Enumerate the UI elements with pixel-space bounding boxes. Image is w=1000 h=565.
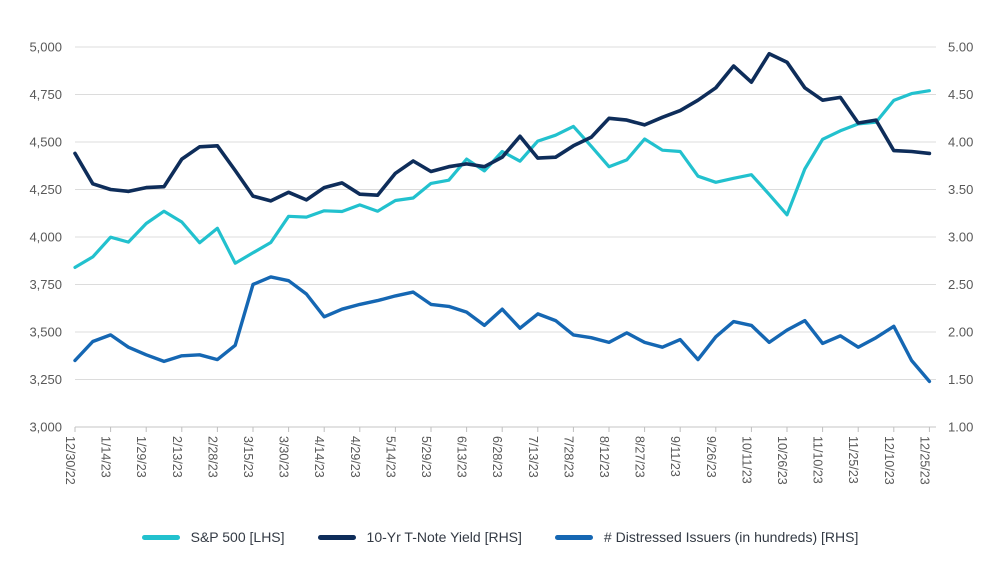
x-axis-date-label: 7/13/23: [526, 436, 540, 478]
sp500-line: [73, 89, 932, 269]
right-axis-tick-label: 4.50: [948, 87, 973, 102]
left-axis-tick-label: 3,500: [29, 325, 62, 340]
x-axis-date-label: 4/29/23: [348, 436, 362, 478]
right-axis-tick-label: 1.00: [948, 420, 973, 435]
right-axis-tick-label: 5.00: [948, 40, 973, 55]
x-axis-date-label: 12/25/23: [917, 436, 931, 485]
x-axis-date-label: 9/11/23: [668, 436, 682, 477]
distressed-issuers-line: [73, 275, 932, 384]
x-axis-date-label: 11/25/23: [846, 436, 860, 484]
chart-plot-area: 5,000 5.00 4,750 4.50 4,500 4.00 4,250 3.50 4,00…: [29, 40, 973, 485]
legend-item-distressed-issuers-line: # Distressed Issuers (in hundreds) [RHS]: [554, 529, 859, 545]
x-axis-date-label: 11/10/23: [811, 436, 825, 484]
left-axis-tick-label: 3,000: [29, 420, 62, 435]
right-axis-tick-label: 3.00: [948, 230, 973, 245]
x-axis-date-label: 2/28/23: [205, 436, 219, 478]
x-axis-date-label: 6/28/23: [490, 436, 504, 478]
legend-swatch-sp500-line: [141, 534, 180, 540]
x-axis-date-label: 8/12/23: [597, 436, 611, 478]
legend-swatch-t-note-yield-line: [317, 534, 356, 540]
x-axis-date-label: 5/14/23: [383, 436, 397, 478]
left-axis-tick-label: 4,250: [29, 182, 62, 197]
left-axis-tick-label: 4,000: [29, 230, 62, 245]
right-axis-tick-label: 1.50: [948, 372, 973, 387]
x-axis-date-label: 2/13/23: [170, 436, 184, 478]
left-axis-tick-label: 5,000: [29, 40, 62, 55]
legend-label: 10-Yr T-Note Yield [RHS]: [366, 529, 522, 545]
t-note-yield-line: [73, 51, 932, 203]
legend-swatch-distressed-issuers-line: [554, 534, 593, 540]
x-axis-date-label: 4/14/23: [312, 436, 326, 478]
legend-label: # Distressed Issuers (in hundreds) [RHS]: [603, 529, 859, 545]
legend-label: S&P 500 [LHS]: [190, 529, 285, 545]
x-axis-date-label: 12/30/22: [63, 436, 77, 485]
x-axis-date-label: 1/14/23: [99, 436, 113, 478]
x-axis-date-label: 6/13/23: [455, 436, 469, 478]
x-axis-date-label: 10/11/23: [739, 436, 753, 484]
x-axis-date-label: 9/26/23: [704, 436, 718, 478]
right-axis-tick-label: 3.50: [948, 182, 973, 197]
x-axis-date-label: 3/30/23: [277, 436, 291, 478]
right-axis-tick-label: 2.50: [948, 277, 973, 292]
left-axis-tick-label: 3,750: [29, 277, 62, 292]
x-axis-date-label: 5/29/23: [419, 436, 433, 478]
legend-item-t-note-yield-line: 10-Yr T-Note Yield [RHS]: [317, 529, 522, 545]
legend-item-sp500-line: S&P 500 [LHS]: [141, 529, 285, 545]
x-axis-date-label: 3/15/23: [241, 436, 255, 478]
right-axis-tick-label: 4.00: [948, 135, 973, 150]
x-axis-date-label: 12/10/23: [882, 436, 896, 485]
x-axis-date-label: 7/28/23: [561, 436, 575, 478]
x-axis-date-label: 1/29/23: [134, 436, 148, 478]
chart-legend: S&P 500 [LHS] 10-Yr T-Note Yield [RHS] # D…: [0, 529, 1000, 545]
x-axis-date-label: 10/26/23: [775, 436, 789, 485]
left-axis-tick-label: 3,250: [29, 372, 62, 387]
left-axis-tick-label: 4,500: [29, 135, 62, 150]
right-axis-tick-label: 2.00: [948, 325, 973, 340]
left-axis-tick-label: 4,750: [29, 87, 62, 102]
x-axis-date-label: 8/27/23: [633, 436, 647, 478]
